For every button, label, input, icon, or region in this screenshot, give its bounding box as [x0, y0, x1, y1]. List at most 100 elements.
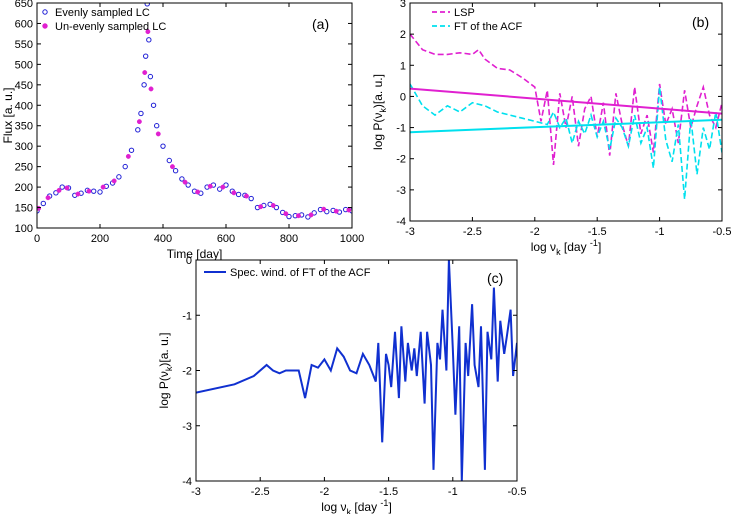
series-line-1	[410, 83, 722, 200]
data-point	[258, 204, 264, 210]
panel-label: (b)	[692, 14, 709, 30]
panel-c: -3 -2.5 -2 -1.5 -1 -0.5-4-3-2-10(c)log νk [da…	[157, 255, 526, 517]
data-point	[53, 190, 59, 196]
data-point	[296, 213, 301, 219]
x-label-sub: k	[556, 247, 561, 257]
panel-label: (c)	[487, 270, 503, 286]
x-axis-label: Time [day]	[167, 247, 223, 261]
x-axis-label: log νk [day -1]	[531, 238, 602, 257]
data-point	[248, 195, 254, 202]
legend-label: Un-evenly sampled LC	[55, 21, 166, 33]
legend: Evenly sampled LC Un-evenly sampled LC	[42, 7, 166, 33]
y-axis-label: log P(νk)[a. u.]	[371, 74, 388, 150]
data-point	[160, 143, 166, 149]
data-point	[142, 53, 149, 59]
data-point	[45, 195, 51, 201]
x-tick-label: 800	[280, 233, 298, 245]
series-line-0	[196, 260, 517, 481]
x-label-main: log ν	[531, 240, 556, 254]
x-label-unit: [day	[561, 240, 590, 254]
data-point	[231, 190, 237, 196]
y-tick-label: -1	[182, 310, 192, 322]
data-point	[148, 86, 154, 92]
x-tick-label: -2.5	[463, 226, 482, 238]
data-point	[136, 119, 142, 125]
data-point	[270, 203, 276, 208]
y-tick-label: 150	[15, 203, 33, 215]
x-label-sub: k	[347, 507, 352, 514]
y-label-sub: k	[164, 366, 174, 371]
y-tick-label: -1	[396, 123, 406, 135]
data-point	[172, 168, 179, 174]
x-tick-label: -1	[655, 226, 665, 238]
y-tick-label: 200	[15, 182, 33, 194]
data-point	[116, 174, 122, 180]
y-label-end: )[a. u.]	[371, 74, 385, 108]
axes-frame	[36, 2, 353, 229]
y-tick-label: 250	[15, 162, 33, 174]
legend-label: Evenly sampled LC	[55, 7, 150, 19]
y-tick-label: -2	[396, 154, 406, 166]
y-tick-label: -4	[396, 216, 406, 228]
y-tick-label: 350	[15, 121, 33, 133]
series-line-3	[410, 118, 722, 134]
data-point	[207, 183, 213, 189]
y-axis-label: Flux [a. u.]	[1, 87, 15, 143]
data-point	[91, 188, 97, 194]
data-point	[138, 110, 144, 117]
y-label-end: )[a. u.]	[157, 333, 171, 367]
data-point	[166, 157, 173, 164]
data-point	[40, 200, 46, 207]
y-tick-label: 450	[15, 80, 33, 92]
legend-marker	[42, 9, 48, 15]
x-tick-label: -2	[320, 486, 330, 498]
x-tick-label: -2	[530, 226, 540, 238]
y-tick-label: 2	[400, 29, 406, 41]
data-point	[97, 189, 103, 195]
data-point	[220, 184, 226, 190]
y-tick-label: -3	[396, 185, 406, 197]
data-point	[182, 179, 188, 185]
x-tick-label: 600	[217, 233, 235, 245]
data-point	[155, 131, 161, 137]
x-label-end: ]	[388, 500, 391, 514]
y-tick-label: 3	[400, 0, 406, 10]
y-tick-label: 100	[15, 223, 33, 235]
data-point	[144, 3, 150, 7]
data-point	[128, 147, 135, 153]
y-tick-label: 550	[15, 39, 33, 51]
data-point	[179, 176, 185, 182]
y-axis-label: log P(νk)[a. u.]	[157, 333, 174, 409]
data-point	[135, 127, 141, 133]
legend-marker	[42, 23, 48, 29]
x-tick-label: -2.5	[251, 486, 270, 498]
data-point	[195, 189, 201, 195]
y-tick-label: 500	[15, 59, 33, 71]
y-label-sub: k	[378, 108, 388, 113]
x-tick-label: 0	[34, 233, 40, 245]
axes-frame	[409, 2, 723, 222]
y-label-main: log P(ν	[157, 371, 171, 408]
x-label-unit: [day	[351, 500, 380, 514]
x-axis-label: log νk [day -1]	[321, 498, 392, 514]
data-point	[75, 191, 81, 197]
data-point	[122, 163, 128, 170]
data-point	[321, 206, 327, 212]
data-point	[244, 193, 249, 199]
data-point	[56, 187, 62, 193]
legend-label: FT of the ACF	[454, 21, 523, 33]
y-tick-label: -4	[182, 476, 192, 488]
x-label-end: ]	[598, 240, 601, 254]
data-point	[154, 123, 160, 129]
x-tick-label: 1000	[340, 233, 364, 245]
data-point	[125, 153, 131, 159]
data-point	[333, 208, 339, 214]
y-tick-label: -3	[182, 421, 192, 433]
data-point	[86, 188, 92, 194]
data-point	[150, 102, 157, 108]
plot-area	[196, 260, 517, 481]
legend: Spec. wind. of FT of the ACF	[204, 267, 371, 279]
x-label-main: log ν	[321, 500, 346, 514]
